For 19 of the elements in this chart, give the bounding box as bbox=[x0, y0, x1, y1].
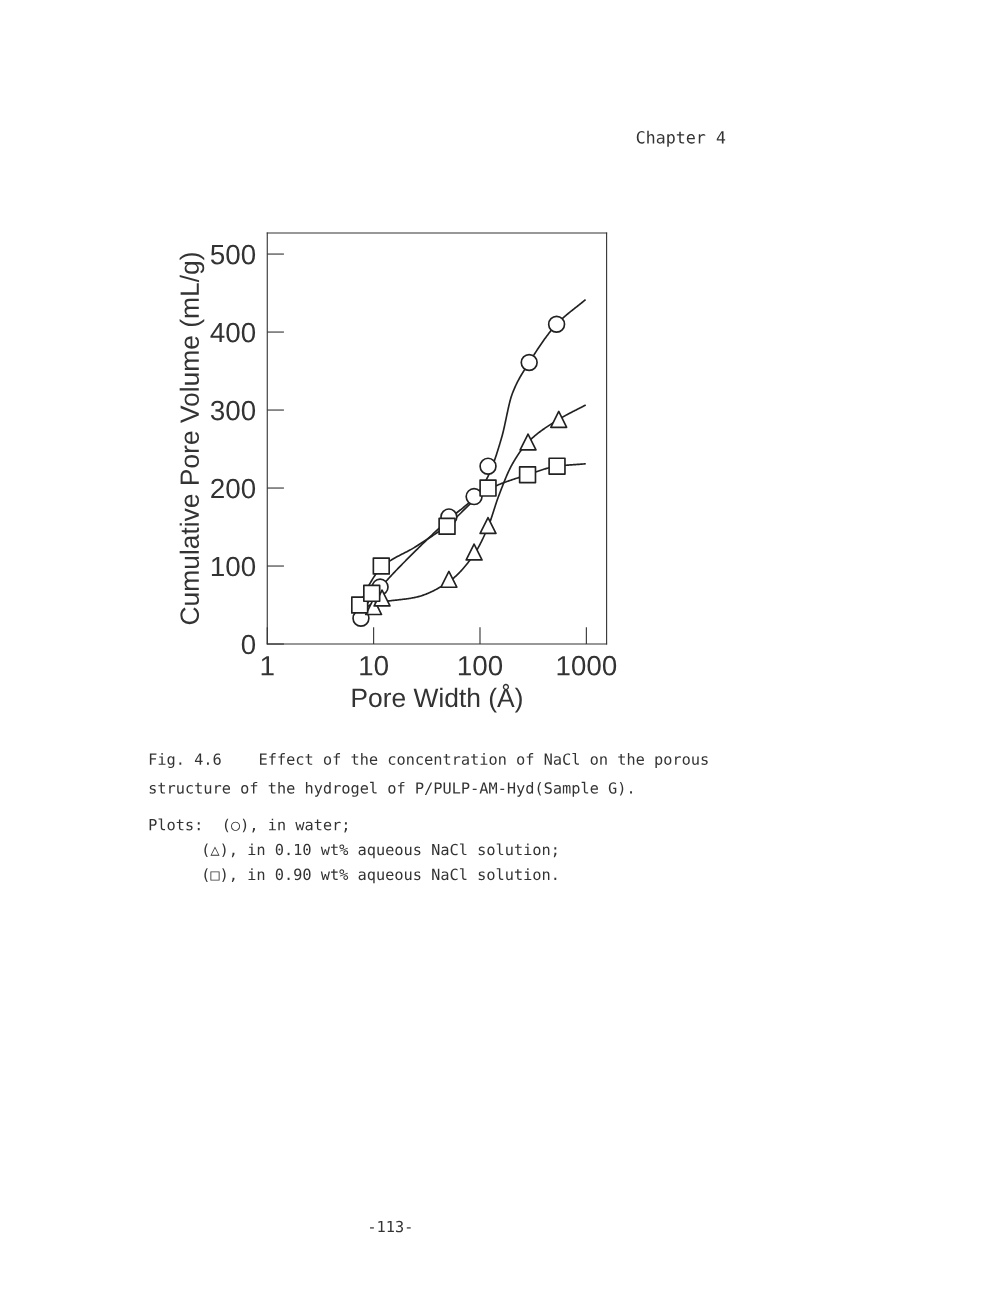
text: (□), in 0.90 wt% aqueous NaCl solution. bbox=[204, 868, 557, 884]
y-tick-label: 500 bbox=[210, 244, 256, 265]
text: structure of the hydrogel of P/PULP-AM-Hyd(Sample G). bbox=[149, 781, 632, 797]
text: Chapter 4 bbox=[636, 130, 726, 147]
text: Plots: (○), in water; bbox=[149, 818, 347, 833]
text: -113- bbox=[370, 1220, 411, 1233]
caption: Fig. 4.6 Effect of the concentration of NaCl on the porous bbox=[149, 753, 708, 769]
y-tick-label: 300 bbox=[210, 400, 256, 421]
x-tick-label: 100 bbox=[458, 655, 503, 676]
x-axis-title: Pore Width (Å) bbox=[352, 683, 522, 713]
text: (△), in 0.10 wt% aqueous NaCl solution; bbox=[204, 843, 557, 859]
y-axis-title: Cumulative Pore Volume (mL/g) bbox=[179, 253, 205, 625]
y-tick-label: 100 bbox=[211, 556, 256, 577]
y-tick-label: 400 bbox=[210, 322, 256, 343]
x-tick-label: 1 bbox=[261, 656, 274, 676]
y-tick-label: 0 bbox=[241, 634, 256, 655]
x-tick-label: 1000 bbox=[557, 655, 617, 676]
x-tick-label: 10 bbox=[360, 655, 388, 676]
y-tick-label: 200 bbox=[211, 478, 256, 499]
